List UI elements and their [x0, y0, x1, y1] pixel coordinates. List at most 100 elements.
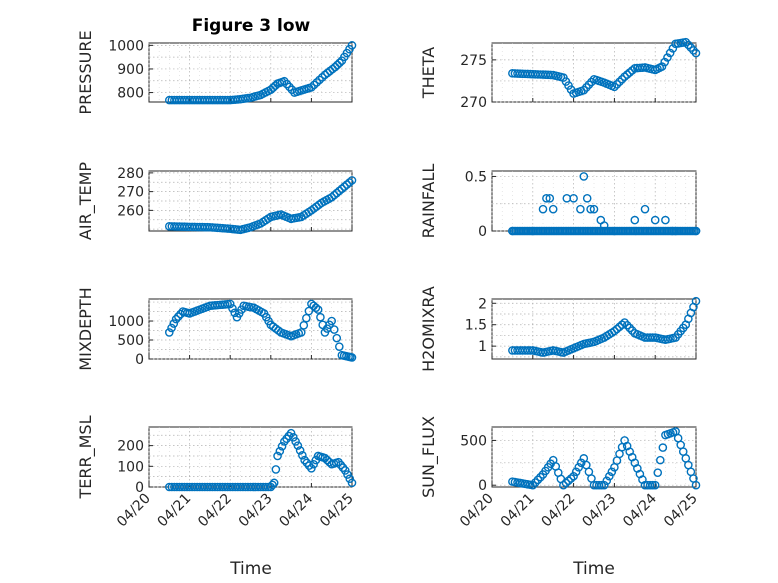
data-point	[574, 462, 584, 472]
data-point	[617, 74, 627, 84]
data-point	[313, 305, 323, 314]
y-tick-label: 270	[460, 95, 487, 111]
data-point	[566, 474, 576, 483]
y-tick-label: 275	[460, 53, 487, 69]
data-point	[340, 466, 350, 475]
data-point	[273, 451, 282, 461]
data-point	[615, 322, 624, 332]
data-point	[289, 433, 298, 442]
data-point	[579, 172, 589, 181]
data-point	[327, 316, 337, 326]
data-point	[569, 471, 578, 481]
data-point	[269, 478, 279, 488]
data-point	[329, 190, 339, 200]
data-point	[599, 480, 609, 490]
data-point	[650, 480, 660, 490]
data-point	[347, 478, 357, 488]
x-tick-label: 04/22	[539, 491, 579, 531]
y-tick-label: 500	[460, 433, 487, 449]
subplot-mixdepth: 0 500 1000 MIXDEPTH	[76, 287, 357, 371]
data-point	[528, 480, 538, 490]
x-axis-label-right: Time	[572, 559, 615, 579]
subplot-rainfall: 0 0.5 RAINFALL	[419, 164, 701, 240]
data-point	[335, 342, 344, 351]
data-point	[684, 40, 693, 50]
y-axis-label: MIXDEPTH	[76, 287, 95, 370]
data-point	[582, 193, 592, 203]
data-point	[645, 480, 655, 490]
data-point	[317, 73, 327, 82]
data-point	[660, 57, 670, 67]
data-point	[640, 204, 650, 214]
data-point	[293, 441, 303, 450]
data-point	[342, 180, 352, 189]
data-point	[586, 204, 595, 214]
data-point	[691, 296, 701, 306]
data-point	[576, 204, 585, 214]
y-tick-label: 800	[117, 86, 144, 102]
data-point	[648, 480, 657, 490]
data-point	[286, 428, 296, 438]
x-tick-label: 04/22	[195, 491, 235, 531]
data-point	[335, 58, 344, 68]
subplot-air-temp: 260 270 280 AIR_TEMP	[76, 162, 357, 240]
data-point	[268, 480, 277, 490]
y-tick-label: 270	[117, 185, 144, 201]
data-point	[263, 482, 273, 492]
data-point	[299, 320, 309, 330]
x-tick-label: 04/25	[661, 491, 701, 531]
data-point	[584, 80, 594, 90]
data-point	[531, 478, 540, 487]
data-point	[164, 328, 174, 337]
data-point	[579, 85, 589, 95]
data-point	[689, 46, 698, 55]
data-point	[597, 480, 606, 490]
x-tick-label: 04/23	[579, 491, 619, 531]
data-point	[329, 325, 339, 334]
data-point	[312, 78, 322, 87]
data-point	[605, 471, 614, 481]
x-tick-label: 04/23	[236, 491, 276, 531]
subplot-h2omixra: 1 1.5 2 H2OMIXRA	[419, 286, 701, 372]
data-point	[167, 323, 176, 333]
data-point	[625, 68, 635, 77]
data-point	[343, 470, 352, 479]
data-point	[340, 182, 349, 192]
data-point	[691, 226, 701, 236]
data-point	[302, 313, 311, 323]
subplot-pressure: 800 900 1000 PRESSURE	[76, 30, 357, 115]
data-point	[316, 312, 325, 322]
data-point	[658, 443, 668, 452]
data-point	[622, 320, 632, 330]
data-point	[298, 450, 307, 460]
y-tick-label: 1.5	[465, 318, 487, 334]
y-axis-label: PRESSURE	[76, 30, 95, 114]
data-point	[559, 480, 568, 490]
data-point	[663, 53, 672, 62]
data-point	[615, 77, 624, 87]
y-tick-label: 500	[117, 333, 144, 349]
y-tick-label: 100	[117, 459, 144, 475]
data-point	[538, 204, 548, 214]
data-point	[169, 319, 179, 328]
data-point	[332, 188, 342, 198]
data-point	[630, 215, 640, 225]
x-tick-label: 04/25	[317, 491, 357, 531]
y-axis-label: TERR_MSL	[76, 415, 96, 499]
data-point	[311, 303, 321, 313]
data-point	[589, 204, 599, 214]
y-tick-label: 0	[478, 224, 487, 240]
data-point	[545, 193, 555, 203]
data-point	[668, 44, 678, 53]
data-point	[607, 467, 617, 477]
data-point	[345, 178, 354, 187]
x-tick-label: 04/20	[114, 491, 154, 531]
data-point	[347, 41, 357, 50]
subplot-theta: 270 275 THETA	[419, 37, 701, 111]
data-point	[610, 326, 619, 336]
data-point	[330, 62, 340, 72]
y-axis-label: RAINFALL	[419, 164, 438, 239]
data-point	[277, 442, 287, 451]
data-point	[225, 299, 235, 309]
